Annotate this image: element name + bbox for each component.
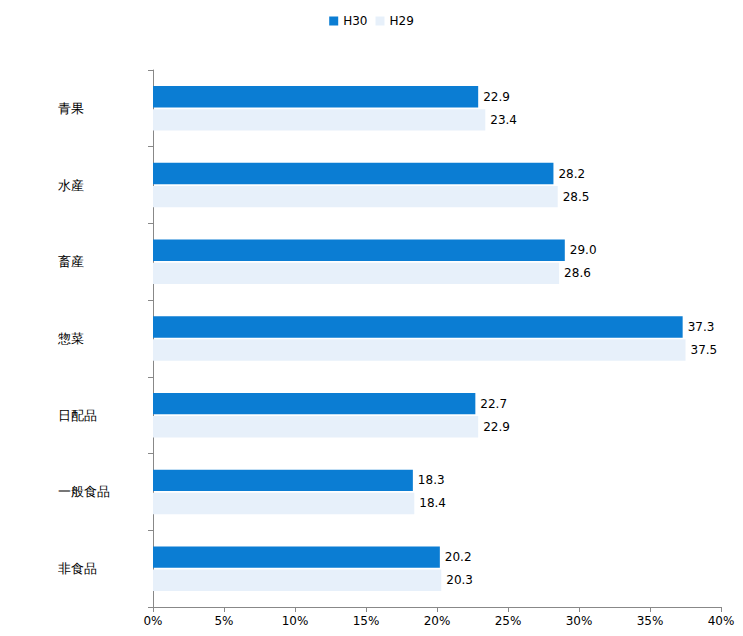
svg-text:15%: 15% bbox=[353, 614, 380, 628]
svg-text:H29: H29 bbox=[390, 14, 414, 28]
svg-text:H30: H30 bbox=[343, 14, 367, 28]
svg-text:非食品: 非食品 bbox=[58, 561, 97, 576]
svg-text:惣菜: 惣菜 bbox=[57, 331, 84, 346]
svg-text:22.7: 22.7 bbox=[480, 397, 507, 411]
svg-text:18.4: 18.4 bbox=[419, 496, 446, 510]
svg-text:22.9: 22.9 bbox=[483, 90, 510, 104]
svg-text:28.6: 28.6 bbox=[564, 266, 591, 280]
svg-text:水産: 水産 bbox=[58, 178, 84, 193]
svg-text:37.3: 37.3 bbox=[688, 320, 715, 334]
svg-text:青果: 青果 bbox=[58, 101, 84, 116]
svg-text:10%: 10% bbox=[282, 614, 309, 628]
svg-text:28.5: 28.5 bbox=[563, 190, 590, 204]
svg-text:20%: 20% bbox=[424, 614, 451, 628]
svg-text:5%: 5% bbox=[214, 614, 233, 628]
svg-text:25%: 25% bbox=[495, 614, 522, 628]
svg-text:畜産: 畜産 bbox=[58, 254, 84, 269]
svg-text:20.2: 20.2 bbox=[445, 550, 472, 564]
svg-text:0%: 0% bbox=[143, 614, 162, 628]
svg-text:28.2: 28.2 bbox=[558, 167, 585, 181]
svg-text:40%: 40% bbox=[708, 614, 735, 628]
svg-text:29.0: 29.0 bbox=[570, 243, 597, 257]
svg-text:23.4: 23.4 bbox=[490, 113, 517, 127]
svg-text:日配品: 日配品 bbox=[58, 408, 97, 423]
svg-text:22.9: 22.9 bbox=[483, 420, 510, 434]
svg-text:30%: 30% bbox=[566, 614, 593, 628]
svg-text:一般食品: 一般食品 bbox=[58, 484, 110, 499]
svg-text:37.5: 37.5 bbox=[691, 343, 718, 357]
svg-text:18.3: 18.3 bbox=[418, 473, 445, 487]
svg-text:20.3: 20.3 bbox=[446, 573, 473, 587]
svg-text:35%: 35% bbox=[637, 614, 664, 628]
